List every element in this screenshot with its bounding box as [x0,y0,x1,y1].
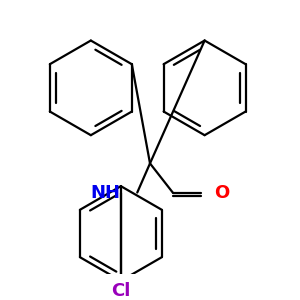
Text: NH: NH [91,184,121,202]
Text: O: O [214,184,229,202]
Text: Cl: Cl [111,282,130,300]
